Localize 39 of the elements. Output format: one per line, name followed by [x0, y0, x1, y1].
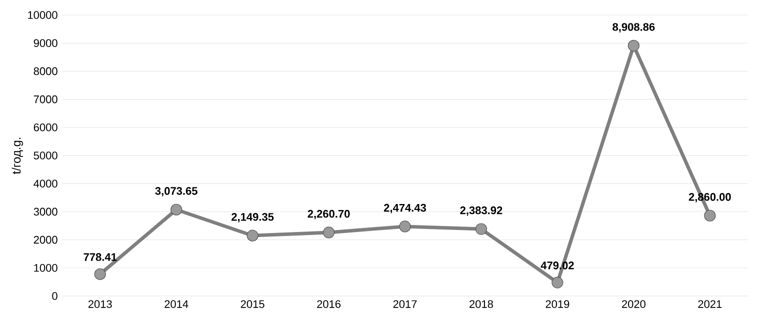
y-tick-label: 5000	[34, 152, 58, 160]
y-tick-label: 2000	[34, 236, 58, 244]
y-tick-label: 3000	[34, 208, 58, 216]
x-tick-label: 2016	[317, 300, 341, 308]
y-tick-label: 9000	[34, 39, 58, 47]
point	[399, 220, 411, 232]
y-axis-title: t/год.g.	[12, 138, 24, 174]
point	[552, 276, 564, 288]
point	[475, 223, 488, 235]
point	[246, 230, 258, 242]
data-label: 2,149.35	[232, 213, 274, 222]
data-label: 3,073.65	[155, 187, 198, 196]
data-label: 8,908.86	[612, 23, 655, 32]
x-tick-label: 2019	[546, 300, 570, 308]
x-tick-label: 2020	[622, 300, 646, 308]
y-tick-label: 10000	[28, 11, 58, 19]
x-tick-label: 2021	[698, 300, 722, 308]
data-label: 2,474.43	[384, 204, 426, 214]
x-tick-label: 2014	[164, 300, 188, 308]
point	[704, 210, 716, 222]
data-label: 2,260.70	[308, 210, 350, 220]
point	[170, 204, 182, 216]
data-label: 778.41	[84, 253, 117, 261]
y-tick-label: 8000	[34, 67, 58, 76]
y-tick-label: 6000	[34, 124, 58, 132]
point	[94, 268, 106, 280]
x-tick-label: 2017	[393, 300, 417, 308]
point	[628, 40, 640, 52]
y-tick-label: 4000	[34, 180, 58, 188]
x-tick-label: 2018	[470, 300, 493, 308]
data-label: 479.02	[540, 262, 574, 270]
data-label: 2,860.00	[688, 193, 731, 202]
y-tick-label: 7000	[34, 95, 58, 104]
point	[322, 226, 335, 238]
data-label: 2,383.92	[460, 206, 502, 216]
x-tick-label: 2013	[88, 300, 112, 308]
x-tick-label: 2015	[240, 300, 264, 308]
y-tick-label: 1000	[34, 264, 58, 272]
y-tick-label: 0	[52, 292, 58, 300]
